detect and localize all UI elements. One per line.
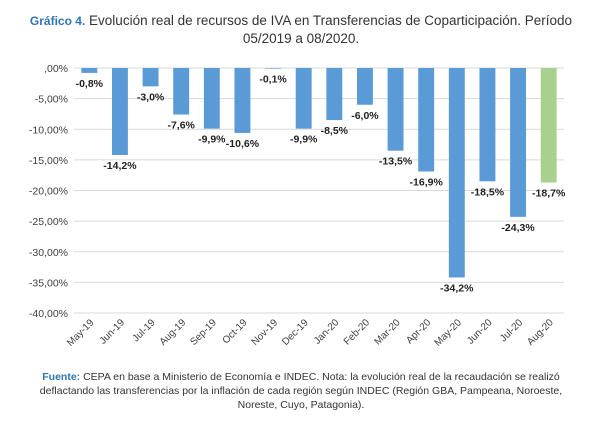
x-tick-label: Jul-20 xyxy=(498,317,525,344)
bar xyxy=(234,68,251,133)
x-tick-label: Mar-20 xyxy=(372,317,402,347)
bar xyxy=(203,68,220,129)
source-label: Fuente: xyxy=(42,371,81,383)
x-tick-label: Jun-20 xyxy=(465,317,495,347)
x-tick-label: Jul-19 xyxy=(131,317,158,344)
bar xyxy=(142,68,159,87)
x-tick-label: Feb-20 xyxy=(342,317,372,347)
bar xyxy=(111,68,128,155)
x-tick-label: Nov-19 xyxy=(250,317,281,348)
data-label: -10,6% xyxy=(226,138,260,150)
y-tick-label: -30,00% xyxy=(29,247,68,259)
data-label: -0,8% xyxy=(76,78,104,90)
x-tick-label: Dec-19 xyxy=(280,317,311,348)
y-tick-label: -20,00% xyxy=(29,186,68,198)
data-label: -18,5% xyxy=(471,186,505,198)
data-label: -14,2% xyxy=(103,160,137,172)
data-label: -9,9% xyxy=(290,134,318,146)
bar-chart: ,00% -5,00% -10,00% -15,00% -20,00% -25,00% -3… xyxy=(29,63,566,349)
data-label: -7,6% xyxy=(167,120,195,132)
bar xyxy=(479,68,496,182)
y-tick-label: ,00% xyxy=(44,63,68,75)
data-label: -18,7% xyxy=(532,188,566,200)
x-tick-label: Aug-20 xyxy=(525,317,556,348)
x-tick-label: May-19 xyxy=(65,317,97,349)
x-tick-label: Oct-19 xyxy=(221,317,250,346)
data-label: -34,2% xyxy=(440,282,474,294)
bar xyxy=(81,68,98,73)
source-line-3: Noreste, Cuyo, Patagonia). xyxy=(237,399,365,411)
source-note: Fuente: CEPA en base a Ministerio de Eco… xyxy=(0,370,602,412)
bar xyxy=(356,68,373,105)
bar xyxy=(173,68,190,115)
data-label: -9,9% xyxy=(198,134,226,146)
x-tick-label: Apr-20 xyxy=(404,317,433,346)
y-tick-label: -5,00% xyxy=(35,94,68,106)
title-line-1: Evolución real de recursos de IVA en Tra… xyxy=(89,13,573,28)
bar xyxy=(510,68,527,217)
data-label: -13,5% xyxy=(379,156,413,168)
figure-label: Gráfico 4. xyxy=(29,14,86,28)
bar xyxy=(448,68,465,278)
x-tick-label: Aug-19 xyxy=(158,317,189,348)
data-label: -0,1% xyxy=(259,74,287,86)
x-tick-label: May-20 xyxy=(433,317,465,349)
source-line-2: deflactando las transferencias por la in… xyxy=(39,385,563,397)
bar xyxy=(418,68,435,172)
data-label: -6,0% xyxy=(351,110,379,122)
bar xyxy=(540,68,557,183)
data-label: -3,0% xyxy=(137,91,165,103)
x-tick-label: Sep-19 xyxy=(188,317,219,348)
x-tick-label: Jan-20 xyxy=(312,317,342,347)
bar xyxy=(387,68,404,151)
chart-title: Gráfico 4. Evolución real de recursos de… xyxy=(0,12,602,47)
data-label: -16,9% xyxy=(410,177,444,189)
y-tick-label: -15,00% xyxy=(29,155,68,167)
x-tick-label: Jun-19 xyxy=(98,317,128,347)
bar xyxy=(265,68,282,69)
source-line-1: CEPA en base a Ministerio de Economía e … xyxy=(83,371,560,383)
y-tick-label: -40,00% xyxy=(29,308,68,320)
y-tick-label: -25,00% xyxy=(29,216,68,228)
bar xyxy=(326,68,343,121)
data-label: -24,3% xyxy=(501,222,535,234)
y-tick-label: -10,00% xyxy=(29,124,68,136)
y-tick-label: -35,00% xyxy=(29,277,68,289)
bar xyxy=(295,68,312,129)
title-line-2: 05/2019 a 08/2020. xyxy=(242,31,360,46)
data-label: -8,5% xyxy=(321,125,349,137)
